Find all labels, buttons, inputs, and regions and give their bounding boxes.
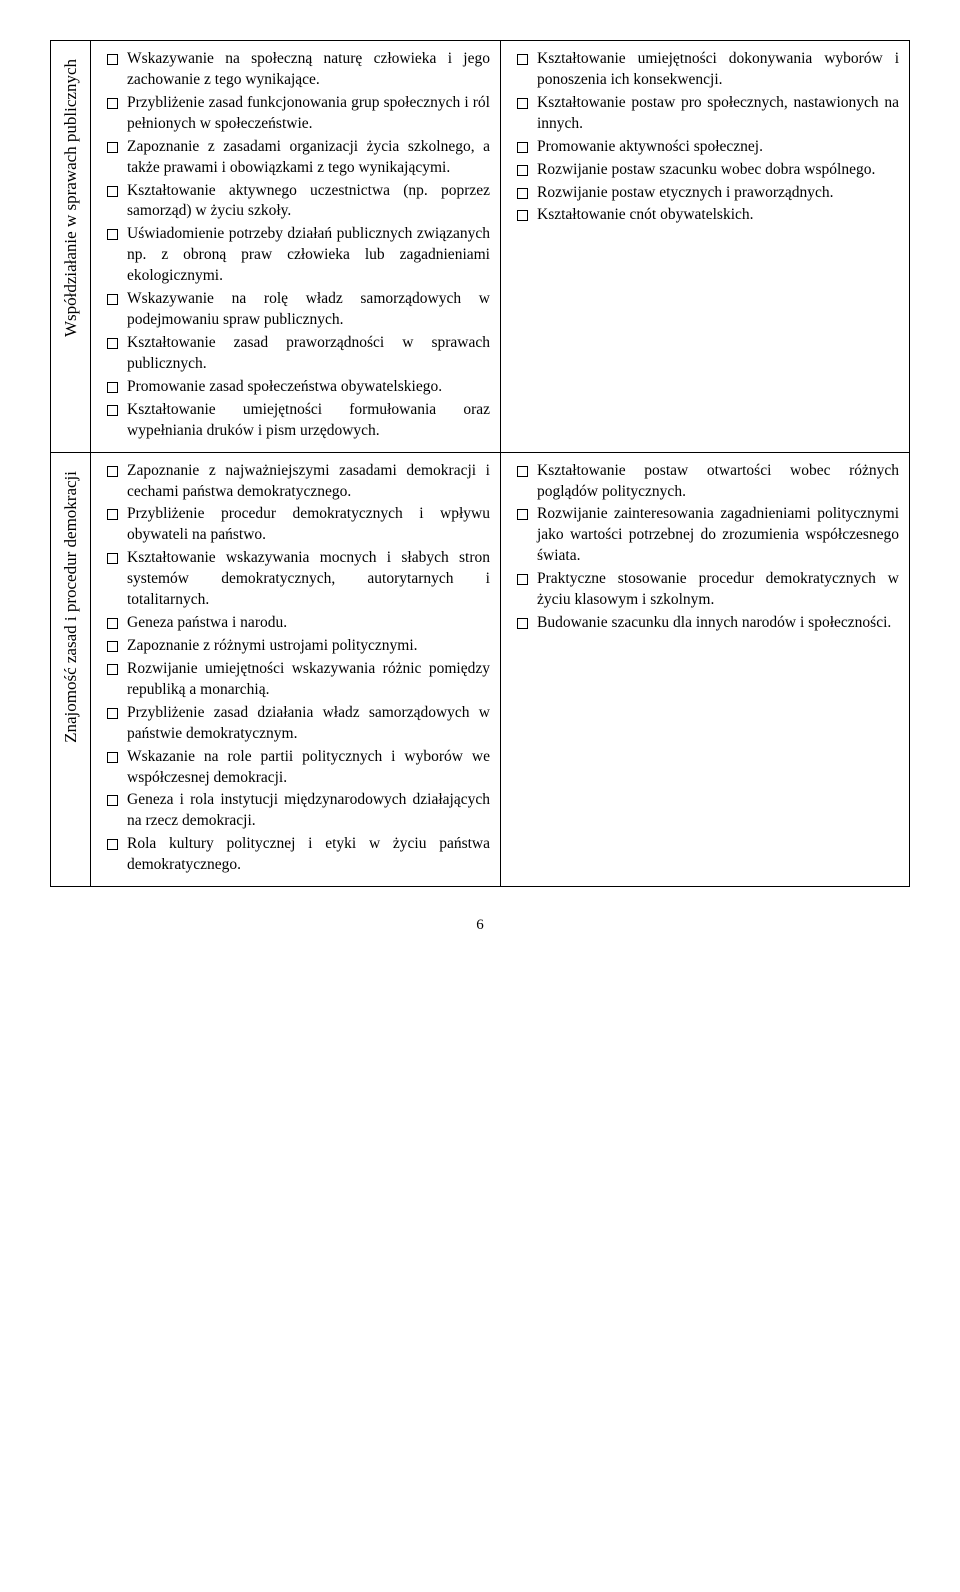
right-column-cell: Kształtowanie umiejętności dokonywania w… <box>501 41 910 453</box>
page-number: 6 <box>50 917 910 934</box>
list-item: Wskazanie na role partii politycznych i … <box>105 747 490 789</box>
right-column-cell: Kształtowanie postaw otwartości wobec ró… <box>501 452 910 887</box>
list-item: Promowanie zasad społeczeństwa obywatels… <box>105 377 490 398</box>
right-list: Kształtowanie postaw otwartości wobec ró… <box>511 461 899 634</box>
list-item: Praktyczne stosowanie procedur demokraty… <box>515 569 899 611</box>
list-item: Zapoznanie z zasadami organizacji życia … <box>105 137 490 179</box>
list-item: Kształtowanie umiejętności formułowania … <box>105 400 490 442</box>
list-item: Promowanie aktywności społecznej. <box>515 137 899 158</box>
list-item: Kształtowanie zasad praworządności w spr… <box>105 333 490 375</box>
row-header-text: Znajomość zasad i procedur demokracji <box>61 461 81 753</box>
list-item: Przybliżenie procedur demokratycznych i … <box>105 504 490 546</box>
list-item: Przybliżenie zasad funkcjonowania grup s… <box>105 93 490 135</box>
list-item: Zapoznanie z różnymi ustrojami polityczn… <box>105 636 490 657</box>
table-row: Współdziałanie w sprawach publicznych Wsk… <box>51 41 910 453</box>
list-item: Kształtowanie aktywnego uczestnictwa (np… <box>105 181 490 223</box>
list-item: Uświadomienie potrzeby działań publiczny… <box>105 224 490 287</box>
list-item: Rola kultury politycznej i etyki w życiu… <box>105 834 490 876</box>
list-item: Geneza i rola instytucji międzynarodowyc… <box>105 790 490 832</box>
row-header-cell: Znajomość zasad i procedur demokracji <box>51 452 91 887</box>
table-body: Współdziałanie w sprawach publicznych Wsk… <box>51 41 910 887</box>
left-list: Zapoznanie z najważniejszymi zasadami de… <box>101 461 490 877</box>
row-header-text: Współdziałanie w sprawach publicznych <box>61 49 81 347</box>
table-row: Znajomość zasad i procedur demokracji Zap… <box>51 452 910 887</box>
list-item: Przybliżenie zasad działania władz samor… <box>105 703 490 745</box>
right-list: Kształtowanie umiejętności dokonywania w… <box>511 49 899 226</box>
list-item: Wskazywanie na społeczną naturę człowiek… <box>105 49 490 91</box>
list-item: Kształtowanie postaw pro społecznych, na… <box>515 93 899 135</box>
list-item: Rozwijanie zainteresowania zagadnieniami… <box>515 504 899 567</box>
list-item: Rozwijanie umiejętności wskazywania różn… <box>105 659 490 701</box>
list-item: Kształtowanie cnót obywatelskich. <box>515 205 899 226</box>
list-item: Rozwijanie postaw etycznych i praworządn… <box>515 183 899 204</box>
list-item: Geneza państwa i narodu. <box>105 613 490 634</box>
list-item: Kształtowanie umiejętności dokonywania w… <box>515 49 899 91</box>
left-column-cell: Zapoznanie z najważniejszymi zasadami de… <box>91 452 501 887</box>
left-list: Wskazywanie na społeczną naturę człowiek… <box>101 49 490 442</box>
list-item: Rozwijanie postaw szacunku wobec dobra w… <box>515 160 899 181</box>
list-item: Kształtowanie wskazywania mocnych i słab… <box>105 548 490 611</box>
list-item: Wskazywanie na rolę władz samorządowych … <box>105 289 490 331</box>
list-item: Budowanie szacunku dla innych narodów i … <box>515 613 899 634</box>
list-item: Kształtowanie postaw otwartości wobec ró… <box>515 461 899 503</box>
list-item: Zapoznanie z najważniejszymi zasadami de… <box>105 461 490 503</box>
left-column-cell: Wskazywanie na społeczną naturę człowiek… <box>91 41 501 453</box>
row-header-cell: Współdziałanie w sprawach publicznych <box>51 41 91 453</box>
content-table: Współdziałanie w sprawach publicznych Wsk… <box>50 40 910 887</box>
